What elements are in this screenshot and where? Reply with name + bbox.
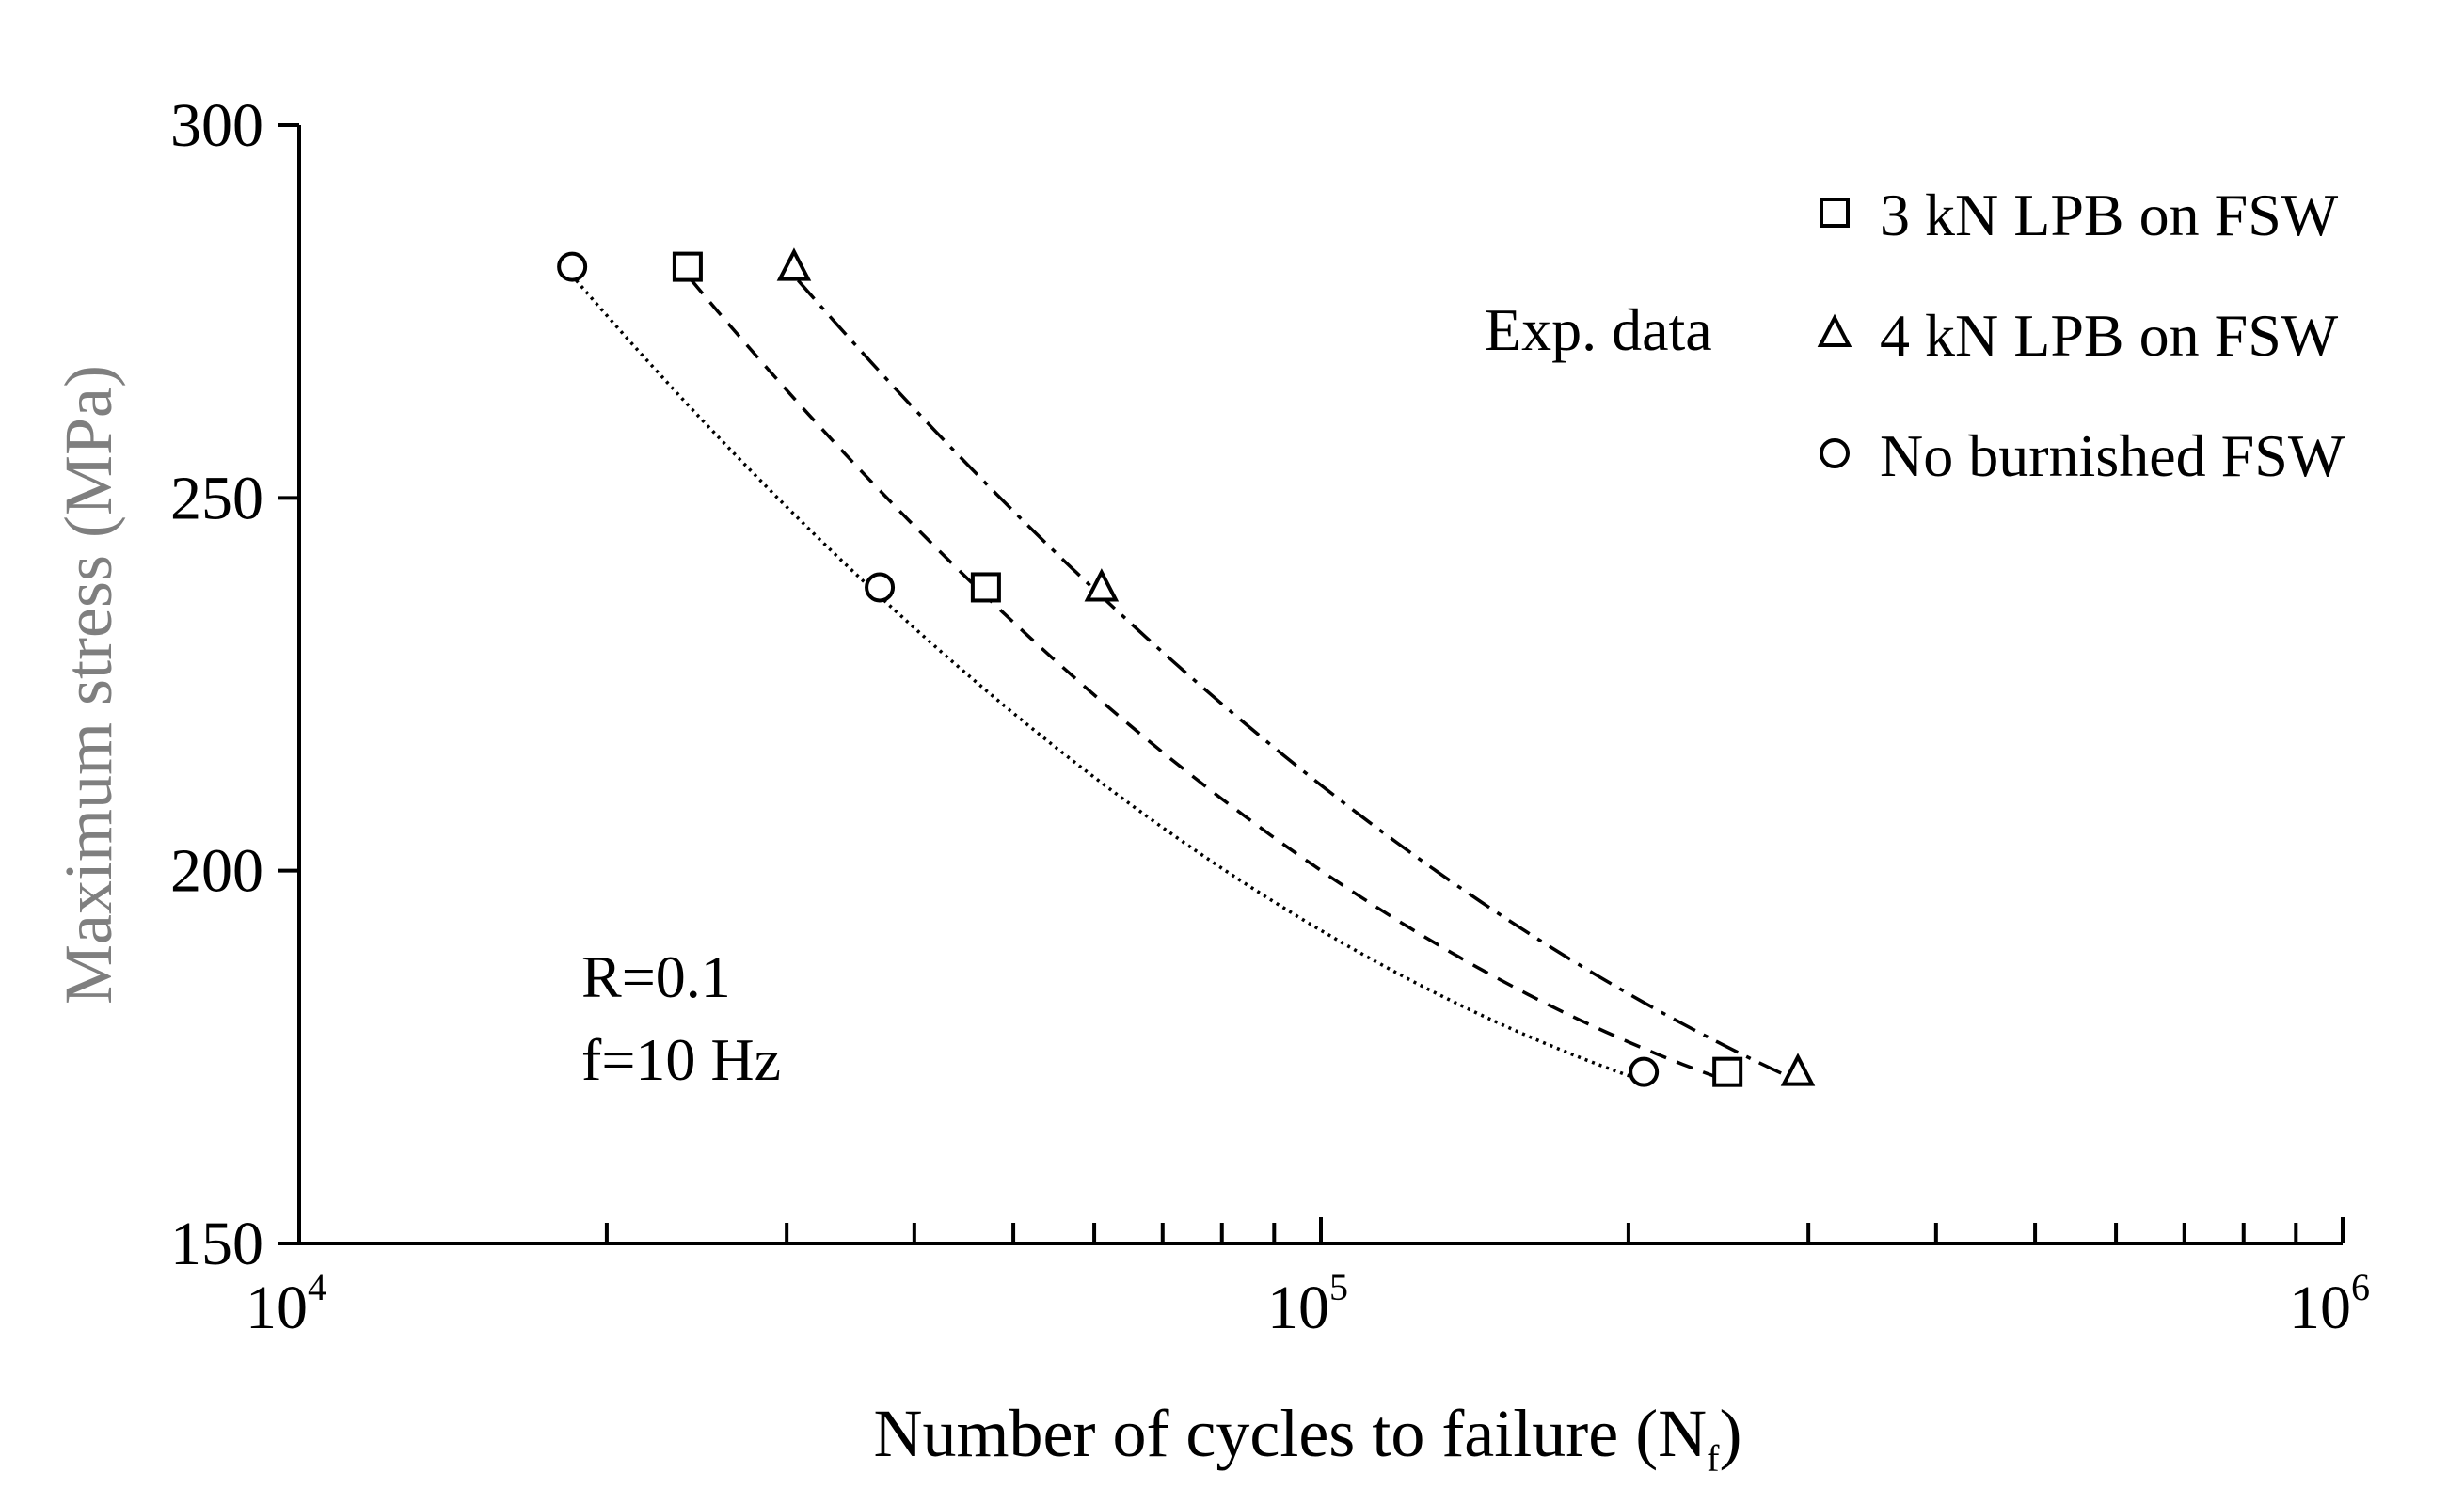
- data-point-square: [970, 572, 1001, 603]
- data-point-square: [672, 251, 703, 282]
- x-axis-label: Number of cycles to failure (Nf): [874, 1396, 1742, 1480]
- x-axis-label-subscript: f: [1707, 1437, 1720, 1480]
- legend-marker-square: [1820, 198, 1850, 228]
- x-tick-label-exponent: 5: [1329, 1266, 1348, 1308]
- x-tick-label: 104: [246, 1266, 326, 1342]
- data-point-triangle: [1084, 568, 1120, 602]
- legend-title: Exp. data: [1485, 296, 1712, 363]
- x-tick-label: 105: [1267, 1266, 1348, 1342]
- legend-marker-circle: [1820, 438, 1850, 468]
- x-tick-label-exponent: 4: [308, 1266, 326, 1308]
- legend: 3 kN LPB on FSW 4 kN LPB on FSW No burnish…: [1817, 182, 2345, 489]
- y-tick-label: 150: [170, 1210, 263, 1278]
- fit-line-circle: [575, 278, 1639, 1081]
- data-markers: [557, 247, 1816, 1087]
- y-axis-label: Maximum stress (MPa): [51, 365, 126, 1005]
- x-tick-label: 106: [2289, 1266, 2370, 1342]
- x-tick-label-base: 10: [1267, 1274, 1329, 1342]
- legend-label: 4 kN LPB on FSW: [1880, 302, 2339, 369]
- legend-label: No burnished FSW: [1880, 422, 2345, 489]
- fit-line-triangle: [796, 278, 1793, 1080]
- x-axis-label-main: Number of cycles to failure (N: [874, 1396, 1708, 1471]
- legend-label: 3 kN LPB on FSW: [1880, 182, 2339, 248]
- data-point-triangle: [776, 247, 812, 281]
- x-tick-label-base: 10: [246, 1274, 308, 1342]
- data-point-square: [1712, 1056, 1743, 1087]
- y-tick-label: 250: [170, 464, 263, 532]
- annotation-frequency: f=10 Hz: [581, 1026, 781, 1093]
- y-tick-label: 200: [170, 837, 263, 906]
- legend-marker-triangle: [1817, 313, 1852, 347]
- data-point-circle: [865, 572, 896, 603]
- fit-lines: [575, 278, 1793, 1081]
- annotation-r-ratio: R=0.1: [581, 943, 731, 1010]
- data-point-circle: [557, 251, 588, 282]
- data-point-circle: [1629, 1056, 1660, 1087]
- x-tick-label-exponent: 6: [2351, 1266, 2370, 1308]
- x-tick-label-base: 10: [2289, 1274, 2351, 1342]
- y-tick-label: 300: [170, 91, 263, 160]
- fit-line-square: [690, 279, 1723, 1081]
- x-axis-label-end: ): [1720, 1396, 1742, 1471]
- data-point-triangle: [1780, 1053, 1816, 1086]
